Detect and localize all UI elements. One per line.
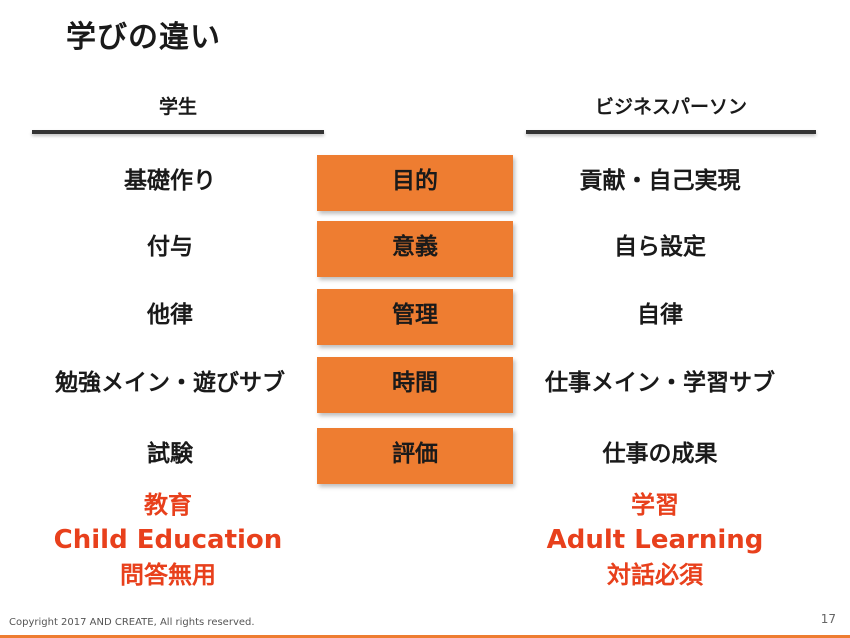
student-cell: 他律 [147,302,193,328]
summary-left-subtitle: 問答無用 [120,561,216,589]
summary-right-subtitle: 対話必須 [607,561,703,589]
comparison-row: 付与 意義 自ら設定 [0,221,850,279]
comparison-row: 基礎作り 目的 貢献・自己実現 [0,155,850,213]
student-cell: 付与 [147,234,193,260]
business-cell: 自ら設定 [614,234,706,260]
header-divider-right [526,130,816,134]
aspect-box: 目的 [317,155,513,211]
summary-child-education: 教育 Child Education 問答無用 [18,488,318,592]
student-cell: 試験 [147,441,193,467]
summary-right-english: Adult Learning [546,525,764,555]
copyright-notice: Copyright 2017 AND CREATE, All rights re… [9,617,255,628]
business-cell: 仕事の成果 [602,441,718,467]
summary-right-title: 学習 [631,491,679,519]
header-students: 学生 [158,96,197,118]
aspect-box: 意義 [317,221,513,277]
student-cell: 基礎作り [124,168,216,194]
summary-left-english: Child Education [53,525,283,555]
header-business-person: ビジネスパーソン [594,96,747,118]
comparison-row: 試験 評価 仕事の成果 [0,428,850,486]
summary-adult-learning: 学習 Adult Learning 対話必須 [505,488,805,592]
page-number: 17 [820,612,836,626]
business-cell: 自律 [637,302,683,328]
aspect-box: 評価 [317,428,513,484]
summary-left-title: 教育 [144,491,192,519]
aspect-box: 時間 [317,357,513,413]
page-title: 学びの違い [66,20,221,55]
comparison-row: 他律 管理 自律 [0,289,850,347]
header-divider-left [32,130,324,134]
aspect-box: 管理 [317,289,513,345]
business-cell: 仕事メイン・学習サブ [545,370,775,396]
student-cell: 勉強メイン・遊びサブ [55,370,285,396]
business-cell: 貢献・自己実現 [579,168,741,194]
footer-accent-bar [0,635,850,638]
comparison-row: 勉強メイン・遊びサブ 時間 仕事メイン・学習サブ [0,357,850,415]
